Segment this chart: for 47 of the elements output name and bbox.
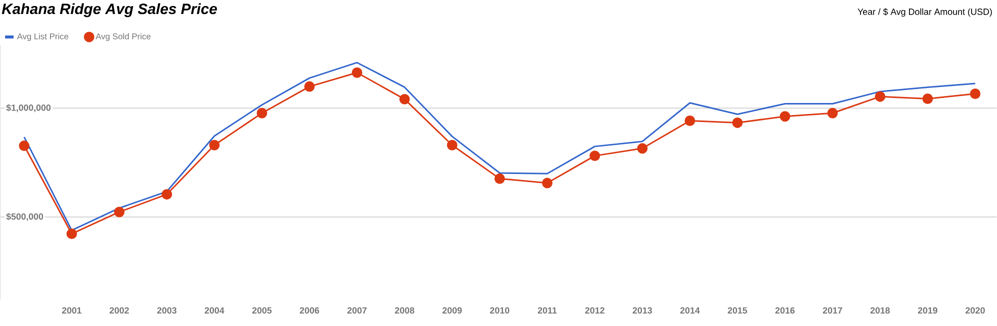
point (970, 88, 980, 100)
x-tick-label: 2016 (775, 307, 795, 314)
x-tick-label: 2020 (966, 307, 985, 314)
point (352, 67, 362, 78)
point (732, 118, 743, 128)
x-tick-label: 2005 (252, 307, 272, 314)
point (827, 108, 838, 118)
x-tick-label: 2002 (110, 307, 129, 314)
x-tick-label: 2007 (347, 307, 367, 314)
y-tick-label: $500,000 (6, 213, 44, 222)
point (637, 143, 648, 154)
x-tick-label: 2018 (870, 307, 890, 314)
point (494, 174, 505, 184)
point (446, 140, 458, 151)
point (684, 116, 696, 126)
x-tick-label: 2006 (300, 307, 320, 314)
point (209, 140, 220, 151)
point (304, 81, 315, 92)
x-tick-label: 2008 (394, 307, 414, 314)
x-tick-label: 2003 (157, 307, 176, 314)
point (162, 189, 172, 200)
x-tick-label: 2013 (632, 307, 652, 314)
point (66, 228, 77, 240)
x-tick-label: 2011 (538, 307, 557, 314)
x-tick-label: 2004 (204, 307, 224, 314)
text: Year / $ Avg Dollar Amount (USD) (858, 8, 992, 17)
point (256, 108, 268, 118)
point (780, 111, 790, 122)
point (874, 91, 886, 102)
x-tick-label: 2010 (490, 307, 510, 314)
x-tick-label: 2017 (822, 307, 842, 314)
x-tick-label: 2009 (442, 307, 462, 314)
y-tick-label: $1,000,000 (6, 104, 51, 112)
point (922, 94, 933, 104)
x-tick-label: 2014 (680, 307, 700, 314)
x-tick-label: 2012 (585, 307, 604, 314)
x-tick-label: 2019 (918, 307, 938, 314)
x-tick-label: 2015 (728, 307, 748, 314)
point (18, 140, 30, 152)
legend-label: Avg Sold Price (96, 33, 151, 42)
point (590, 150, 600, 162)
legend-label: Avg List Price (17, 33, 68, 42)
point (399, 94, 410, 105)
chart-title: Kahana Ridge Avg Sales Price (2, 3, 217, 18)
x-tick-label: 2001 (62, 307, 82, 314)
point (542, 178, 552, 188)
point (114, 206, 125, 218)
